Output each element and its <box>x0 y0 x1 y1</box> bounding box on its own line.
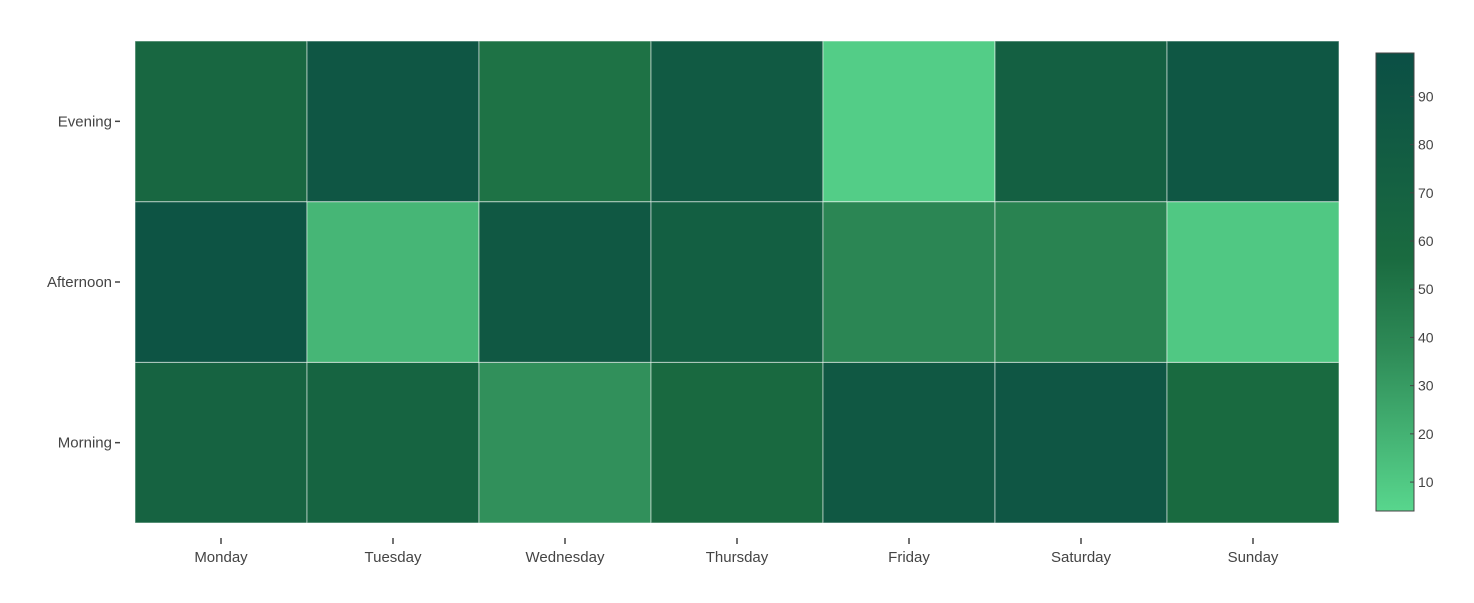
heatmap-cell-afternoon-saturday <box>994 201 1168 363</box>
x-tick-label-tuesday: Tuesday <box>365 549 422 566</box>
colorbar-tick-label-50: 50 <box>1418 281 1434 297</box>
x-tick-label-thursday: Thursday <box>706 549 769 566</box>
colorbar-gradient <box>1375 52 1415 512</box>
heatmap-cell-afternoon-thursday <box>650 201 824 363</box>
y-tick-label-morning: Morning <box>58 435 112 452</box>
y-tick-label-evening: Evening <box>58 113 112 130</box>
heatmap-cell-morning-monday <box>134 361 308 524</box>
y-tick-label-afternoon: Afternoon <box>47 274 112 291</box>
heatmap-cell-morning-saturday <box>994 361 1168 524</box>
colorbar-tick-label-80: 80 <box>1418 137 1434 153</box>
x-tick-label-friday: Friday <box>888 549 930 566</box>
heatmap-cell-evening-saturday <box>994 40 1168 203</box>
x-tick-label-sunday: Sunday <box>1228 549 1279 566</box>
colorbar-tick-label-30: 30 <box>1418 378 1434 394</box>
x-tick-label-saturday: Saturday <box>1051 549 1112 566</box>
colorbar-tick-label-70: 70 <box>1418 185 1434 201</box>
heatmap-cell-morning-tuesday <box>306 361 480 524</box>
heatmap-cell-evening-wednesday <box>478 40 652 203</box>
heatmap-cells <box>134 40 1340 524</box>
colorbar-tick-label-60: 60 <box>1418 233 1434 249</box>
y-axis: Morning Afternoon Evening <box>47 113 120 452</box>
x-tick-label-monday: Monday <box>194 549 248 566</box>
heatmap-cell-evening-friday <box>822 40 996 203</box>
heatmap-cell-morning-thursday <box>650 361 824 524</box>
colorbar-tick-label-10: 10 <box>1418 474 1434 490</box>
heatmap-cell-afternoon-tuesday <box>306 201 480 363</box>
heatmap-cell-afternoon-friday <box>822 201 996 363</box>
x-tick-label-wednesday: Wednesday <box>526 549 605 566</box>
heatmap-cell-evening-monday <box>134 40 308 203</box>
colorbar: 10 20 30 40 50 60 70 80 90 <box>1375 52 1434 512</box>
heatmap-cell-evening-tuesday <box>306 40 480 203</box>
heatmap-cell-afternoon-wednesday <box>478 201 652 363</box>
heatmap-cell-morning-sunday <box>1166 361 1340 524</box>
x-axis: Monday Tuesday Wednesday Thursday Friday Satu… <box>194 538 1279 566</box>
colorbar-tick-label-40: 40 <box>1418 329 1434 345</box>
colorbar-tick-label-20: 20 <box>1418 426 1434 442</box>
heatmap-cell-evening-sunday <box>1166 40 1340 203</box>
heatmap-cell-evening-thursday <box>650 40 824 203</box>
heatmap-cell-afternoon-sunday <box>1166 201 1340 363</box>
heatmap-cell-morning-friday <box>822 361 996 524</box>
heatmap-cell-morning-wednesday <box>478 361 652 524</box>
heatmap-cell-afternoon-monday <box>134 201 308 363</box>
colorbar-tick-label-90: 90 <box>1418 88 1434 104</box>
